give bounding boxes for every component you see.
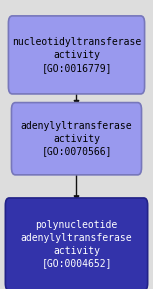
Text: nucleotidyltransferase
activity
[GO:0016779]: nucleotidyltransferase activity [GO:0016… — [12, 37, 141, 73]
Text: adenylyltransferase
activity
[GO:0070566]: adenylyltransferase activity [GO:0070566… — [21, 121, 132, 157]
FancyBboxPatch shape — [5, 198, 148, 289]
FancyBboxPatch shape — [8, 16, 145, 94]
Text: polynucleotide
adenylyltransferase
activity
[GO:0004652]: polynucleotide adenylyltransferase activ… — [21, 220, 132, 268]
FancyBboxPatch shape — [11, 103, 142, 175]
